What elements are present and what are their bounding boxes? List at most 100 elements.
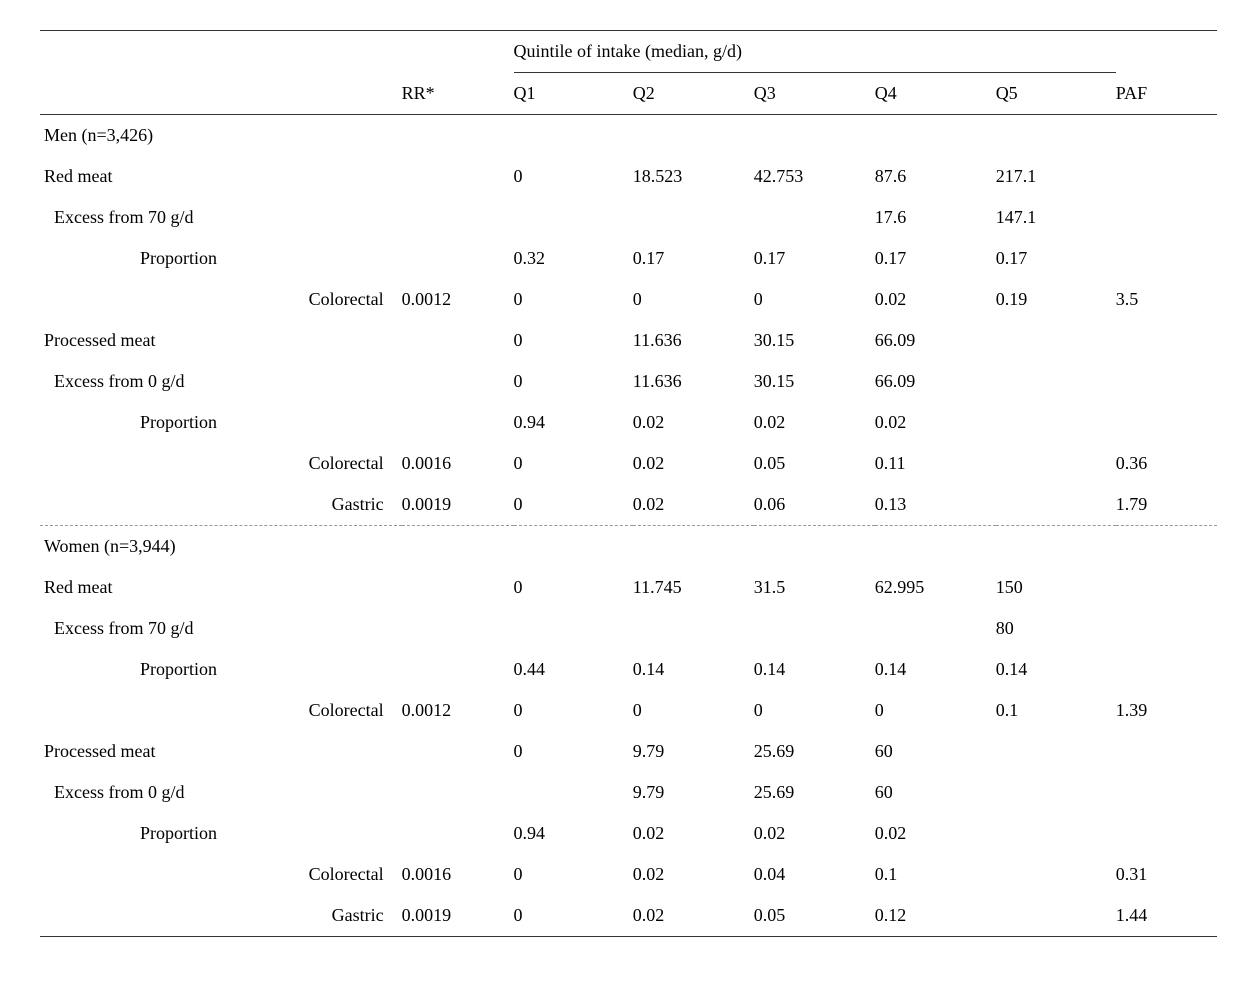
cell-q1: 0 (514, 567, 633, 608)
cell-paf (1116, 772, 1217, 813)
header-quintile-span: Quintile of intake (median, g/d) (514, 31, 1116, 73)
cell-rr: 0.0019 (402, 484, 514, 526)
cell-q2: 11.636 (633, 320, 754, 361)
cell-rr: 0.0012 (402, 279, 514, 320)
cell-q4: 0.17 (875, 238, 996, 279)
cell-q4 (875, 608, 996, 649)
cell-paf (1116, 567, 1217, 608)
cell-q3: 0 (754, 279, 875, 320)
cell-q2 (633, 526, 754, 568)
cell-q3: 0 (754, 690, 875, 731)
cell-paf (1116, 813, 1217, 854)
cell-q1: 0 (514, 279, 633, 320)
row-label: Red meat (40, 156, 402, 197)
cell-q4: 0.02 (875, 279, 996, 320)
table-row: Gastric0.001900.020.060.131.79 (40, 484, 1217, 526)
table-row: Excess from 0 g/d9.7925.6960 (40, 772, 1217, 813)
cell-rr (402, 608, 514, 649)
row-label: Proportion (40, 238, 402, 279)
row-label: Processed meat (40, 731, 402, 772)
cell-q4: 0.11 (875, 443, 996, 484)
row-label: Colorectal (40, 690, 402, 731)
cell-q5 (996, 320, 1116, 361)
cell-q1 (514, 197, 633, 238)
cell-rr (402, 567, 514, 608)
cell-q1: 0 (514, 156, 633, 197)
cell-q3: 0.14 (754, 649, 875, 690)
cell-paf (1116, 402, 1217, 443)
cell-paf: 1.39 (1116, 690, 1217, 731)
cell-rr (402, 197, 514, 238)
header-q2: Q2 (633, 73, 754, 115)
cell-q3: 30.15 (754, 320, 875, 361)
row-label: Excess from 70 g/d (40, 608, 402, 649)
row-label: Gastric (40, 484, 402, 526)
cell-paf: 0.36 (1116, 443, 1217, 484)
table-row: Excess from 70 g/d17.6147.1 (40, 197, 1217, 238)
cell-q2: 0.02 (633, 895, 754, 937)
cell-q5 (996, 115, 1116, 157)
table-row: Red meat011.74531.562.995150 (40, 567, 1217, 608)
cell-q3 (754, 197, 875, 238)
cell-q1 (514, 526, 633, 568)
cell-q1: 0 (514, 361, 633, 402)
table-row: Colorectal0.00120000.020.193.5 (40, 279, 1217, 320)
cell-q5 (996, 731, 1116, 772)
table-row: Gastric0.001900.020.050.121.44 (40, 895, 1217, 937)
cell-q5 (996, 772, 1116, 813)
row-label: Excess from 0 g/d (40, 772, 402, 813)
header-blank-paf (1116, 31, 1217, 73)
cell-rr (402, 361, 514, 402)
cell-q2 (633, 197, 754, 238)
cell-q1 (514, 115, 633, 157)
cell-rr (402, 526, 514, 568)
table-row: Proportion0.940.020.020.02 (40, 402, 1217, 443)
row-label: Excess from 0 g/d (40, 361, 402, 402)
cell-rr (402, 649, 514, 690)
table-row: Colorectal0.001600.020.040.10.31 (40, 854, 1217, 895)
table-row: Excess from 0 g/d011.63630.1566.09 (40, 361, 1217, 402)
cell-q1: 0 (514, 320, 633, 361)
row-label: Men (n=3,426) (40, 115, 402, 157)
cell-q5: 150 (996, 567, 1116, 608)
cell-q2: 9.79 (633, 772, 754, 813)
cell-q3: 0.17 (754, 238, 875, 279)
header-q5: Q5 (996, 73, 1116, 115)
cell-q1: 0 (514, 895, 633, 937)
row-label: Gastric (40, 895, 402, 937)
cell-q1 (514, 608, 633, 649)
header-blank-2 (40, 73, 402, 115)
cell-q4: 0 (875, 690, 996, 731)
cell-rr: 0.0016 (402, 854, 514, 895)
cell-q3: 0.06 (754, 484, 875, 526)
cell-q3 (754, 115, 875, 157)
cell-q4: 17.6 (875, 197, 996, 238)
cell-q3: 0.05 (754, 895, 875, 937)
cell-q4: 60 (875, 731, 996, 772)
cell-q4: 66.09 (875, 320, 996, 361)
row-label: Proportion (40, 402, 402, 443)
cell-q5 (996, 895, 1116, 937)
cell-q2: 18.523 (633, 156, 754, 197)
cell-q2: 11.745 (633, 567, 754, 608)
table-row: Red meat018.52342.75387.6217.1 (40, 156, 1217, 197)
row-label: Processed meat (40, 320, 402, 361)
table-row: Colorectal0.001600.020.050.110.36 (40, 443, 1217, 484)
table-row: Proportion0.320.170.170.170.17 (40, 238, 1217, 279)
cell-q5: 0.14 (996, 649, 1116, 690)
table-row: Excess from 70 g/d80 (40, 608, 1217, 649)
cell-q4 (875, 526, 996, 568)
cell-rr (402, 156, 514, 197)
cell-q4: 0.02 (875, 813, 996, 854)
cell-q5 (996, 402, 1116, 443)
header-q3: Q3 (754, 73, 875, 115)
table-row: Processed meat 011.63630.1566.09 (40, 320, 1217, 361)
cell-q1: 0.44 (514, 649, 633, 690)
cell-paf (1116, 608, 1217, 649)
cell-q1: 0 (514, 484, 633, 526)
header-q1: Q1 (514, 73, 633, 115)
cell-rr (402, 238, 514, 279)
row-label: Women (n=3,944) (40, 526, 402, 568)
header-q4: Q4 (875, 73, 996, 115)
header-paf: PAF (1116, 73, 1217, 115)
